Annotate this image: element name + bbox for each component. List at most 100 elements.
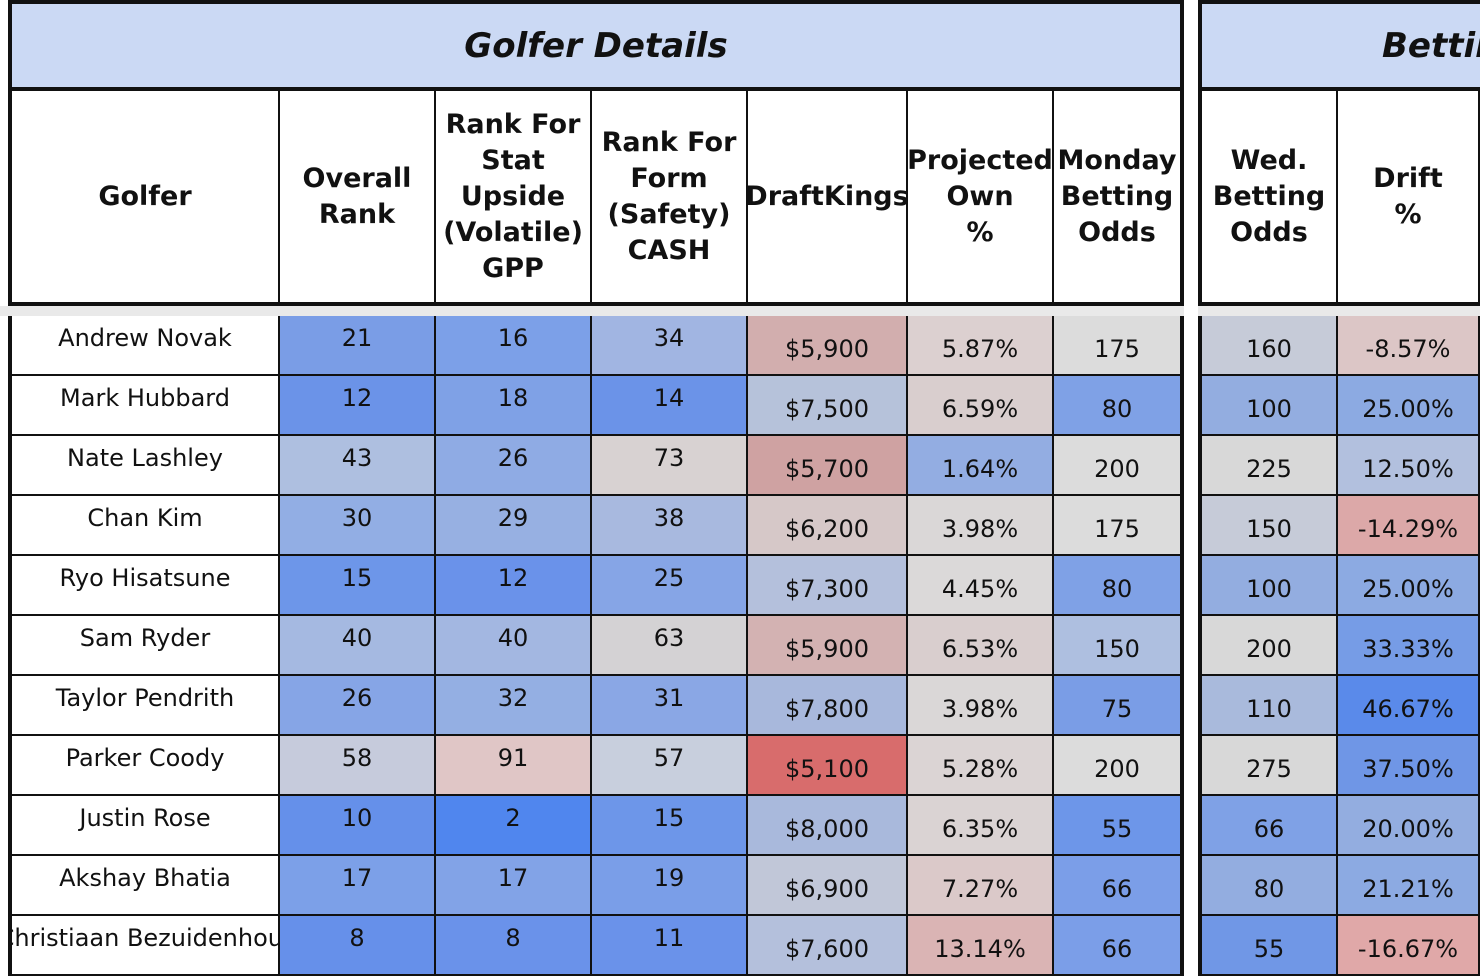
table-cell-drift[interactable]: 25.00% [1338,556,1480,616]
table-cell-draftkings[interactable]: $5,100 [748,736,908,796]
table-cell-wed-odds[interactable]: 160 [1198,316,1338,376]
table-cell-wed-odds[interactable]: 100 [1198,376,1338,436]
table-cell-wed-odds[interactable]: 150 [1198,496,1338,556]
table-cell-proj-own[interactable]: 3.98% [908,496,1054,556]
table-cell-overall-rank[interactable]: 26 [280,676,436,736]
column-header-golfer[interactable]: Golfer [8,91,280,306]
table-cell-wed-odds[interactable]: 66 [1198,796,1338,856]
golfer-name-cell[interactable]: Justin Rose [8,796,280,856]
table-cell-draftkings[interactable]: $5,900 [748,316,908,376]
table-cell-overall-rank[interactable]: 30 [280,496,436,556]
table-cell-rank-stat[interactable]: 91 [436,736,592,796]
table-cell-rank-form[interactable]: 25 [592,556,748,616]
table-cell-rank-form[interactable]: 38 [592,496,748,556]
column-header-overall-rank[interactable]: Overall Rank [280,91,436,306]
table-cell-rank-stat[interactable]: 17 [436,856,592,916]
table-cell-drift[interactable]: 46.67% [1338,676,1480,736]
golfer-name-cell[interactable]: Ryo Hisatsune [8,556,280,616]
column-header-draftkings[interactable]: DraftKings [745,91,909,306]
table-cell-proj-own[interactable]: 6.59% [908,376,1054,436]
table-cell-rank-form[interactable]: 31 [592,676,748,736]
table-cell-rank-stat[interactable]: 2 [436,796,592,856]
table-cell-wed-odds[interactable]: 200 [1198,616,1338,676]
table-cell-rank-form[interactable]: 73 [592,436,748,496]
table-cell-proj-own[interactable]: 13.14% [908,916,1054,976]
table-cell-draftkings[interactable]: $7,600 [748,916,908,976]
table-cell-drift[interactable]: 21.21% [1338,856,1480,916]
table-cell-rank-form[interactable]: 63 [592,616,748,676]
table-cell-rank-form[interactable]: 34 [592,316,748,376]
table-cell-proj-own[interactable]: 3.98% [908,676,1054,736]
column-header-drift[interactable]: Drift % [1338,91,1480,306]
table-cell-monday-odds[interactable]: 55 [1054,796,1184,856]
table-cell-rank-stat[interactable]: 32 [436,676,592,736]
table-cell-overall-rank[interactable]: 40 [280,616,436,676]
table-cell-rank-stat[interactable]: 26 [436,436,592,496]
golfer-name-cell[interactable]: Nate Lashley [8,436,280,496]
table-cell-rank-form[interactable]: 57 [592,736,748,796]
table-cell-rank-form[interactable]: 19 [592,856,748,916]
column-header-monday-odds[interactable]: Monday Betting Odds [1054,91,1184,306]
golfer-name-cell[interactable]: Akshay Bhatia [8,856,280,916]
table-cell-rank-stat[interactable]: 29 [436,496,592,556]
table-cell-drift[interactable]: -8.57% [1338,316,1480,376]
column-header-rank-form[interactable]: Rank For Form (Safety) CASH [592,91,748,306]
table-cell-draftkings[interactable]: $8,000 [748,796,908,856]
column-header-rank-stat[interactable]: Rank For Stat Upside (Volatile) GPP [436,91,592,306]
table-cell-wed-odds[interactable]: 55 [1198,916,1338,976]
table-cell-draftkings[interactable]: $6,900 [748,856,908,916]
table-cell-draftkings[interactable]: $7,800 [748,676,908,736]
table-cell-draftkings[interactable]: $5,700 [748,436,908,496]
table-cell-wed-odds[interactable]: 100 [1198,556,1338,616]
table-cell-wed-odds[interactable]: 110 [1198,676,1338,736]
table-cell-overall-rank[interactable]: 58 [280,736,436,796]
table-cell-drift[interactable]: 12.50% [1338,436,1480,496]
table-cell-rank-form[interactable]: 15 [592,796,748,856]
table-cell-draftkings[interactable]: $7,500 [748,376,908,436]
table-cell-drift[interactable]: 37.50% [1338,736,1480,796]
table-cell-drift[interactable]: -16.67% [1338,916,1480,976]
table-cell-rank-form[interactable]: 11 [592,916,748,976]
table-cell-rank-stat[interactable]: 8 [436,916,592,976]
golfer-name-cell[interactable]: Sam Ryder [8,616,280,676]
column-header-proj-own[interactable]: Projected Own % [907,91,1054,306]
column-header-wed-odds[interactable]: Wed. Betting Odds [1198,91,1338,306]
table-cell-monday-odds[interactable]: 80 [1054,556,1184,616]
table-cell-overall-rank[interactable]: 21 [280,316,436,376]
table-cell-rank-stat[interactable]: 18 [436,376,592,436]
table-cell-monday-odds[interactable]: 200 [1054,736,1184,796]
golfer-name-cell[interactable]: Mark Hubbard [8,376,280,436]
table-cell-overall-rank[interactable]: 10 [280,796,436,856]
table-cell-proj-own[interactable]: 5.87% [908,316,1054,376]
table-cell-wed-odds[interactable]: 80 [1198,856,1338,916]
table-cell-draftkings[interactable]: $5,900 [748,616,908,676]
table-cell-drift[interactable]: -14.29% [1338,496,1480,556]
table-cell-overall-rank[interactable]: 15 [280,556,436,616]
table-cell-overall-rank[interactable]: 17 [280,856,436,916]
table-cell-proj-own[interactable]: 1.64% [908,436,1054,496]
table-cell-rank-stat[interactable]: 16 [436,316,592,376]
golfer-name-cell[interactable]: Christiaan Bezuidenhout [8,916,280,976]
table-cell-monday-odds[interactable]: 200 [1054,436,1184,496]
table-cell-proj-own[interactable]: 6.35% [908,796,1054,856]
golfer-name-cell[interactable]: Chan Kim [8,496,280,556]
table-cell-monday-odds[interactable]: 175 [1054,496,1184,556]
table-cell-rank-stat[interactable]: 12 [436,556,592,616]
table-cell-proj-own[interactable]: 4.45% [908,556,1054,616]
table-cell-wed-odds[interactable]: 275 [1198,736,1338,796]
golfer-name-cell[interactable]: Taylor Pendrith [8,676,280,736]
golfer-name-cell[interactable]: Parker Coody [8,736,280,796]
table-cell-drift[interactable]: 25.00% [1338,376,1480,436]
table-cell-monday-odds[interactable]: 75 [1054,676,1184,736]
table-cell-drift[interactable]: 20.00% [1338,796,1480,856]
table-cell-overall-rank[interactable]: 8 [280,916,436,976]
table-cell-draftkings[interactable]: $7,300 [748,556,908,616]
table-cell-overall-rank[interactable]: 12 [280,376,436,436]
table-cell-monday-odds[interactable]: 66 [1054,916,1184,976]
golfer-name-cell[interactable]: Andrew Novak [8,316,280,376]
table-cell-monday-odds[interactable]: 66 [1054,856,1184,916]
table-cell-monday-odds[interactable]: 80 [1054,376,1184,436]
table-cell-proj-own[interactable]: 7.27% [908,856,1054,916]
table-cell-rank-stat[interactable]: 40 [436,616,592,676]
table-cell-overall-rank[interactable]: 43 [280,436,436,496]
